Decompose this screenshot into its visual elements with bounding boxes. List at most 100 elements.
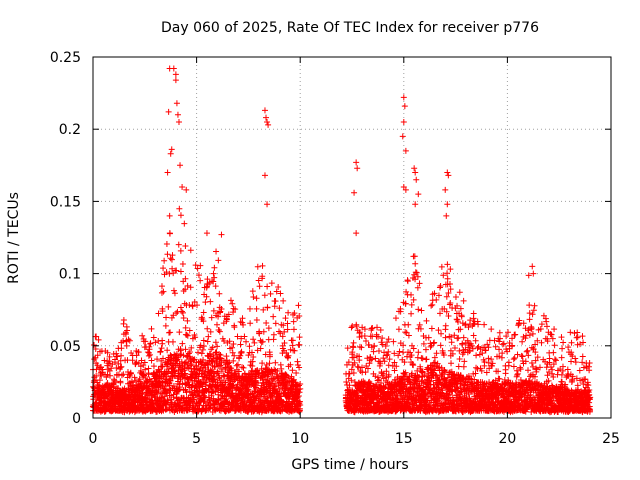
data-point-marker — [186, 327, 193, 334]
data-point-marker — [259, 360, 266, 367]
data-point-marker — [184, 332, 191, 339]
data-point-marker — [94, 362, 101, 369]
data-point-marker — [164, 347, 171, 354]
data-point-marker — [155, 310, 162, 317]
data-point-marker — [152, 393, 159, 400]
data-point-marker — [167, 377, 174, 384]
data-point-marker — [295, 302, 302, 309]
data-point-marker — [204, 338, 211, 345]
data-point-marker — [182, 275, 189, 282]
data-point-marker — [250, 354, 257, 361]
data-point-marker — [212, 388, 219, 395]
data-point-marker — [344, 345, 351, 352]
data-point-marker — [237, 352, 244, 359]
data-point-marker — [269, 370, 276, 377]
data-point-marker — [280, 297, 287, 304]
data-point-marker — [231, 324, 238, 331]
data-point-marker — [157, 348, 164, 355]
data-point-marker — [177, 304, 184, 311]
data-point-marker — [276, 305, 283, 312]
data-point-marker — [215, 313, 222, 320]
data-point-marker — [289, 342, 296, 349]
data-point-marker — [289, 367, 296, 374]
data-point-marker — [256, 283, 263, 290]
data-point-marker — [101, 357, 108, 364]
data-point-marker — [280, 399, 287, 406]
data-point-marker — [291, 310, 298, 317]
data-point-marker — [198, 350, 205, 357]
data-point-marker — [218, 368, 225, 375]
data-point-marker — [256, 370, 263, 377]
data-point-marker — [210, 270, 217, 277]
data-point-marker — [284, 320, 291, 327]
data-point-marker — [135, 360, 142, 367]
data-point-marker — [252, 384, 259, 391]
data-point-marker — [267, 380, 274, 387]
data-point-marker — [281, 328, 288, 335]
data-point-marker — [177, 376, 184, 383]
data-point-marker — [93, 333, 100, 340]
data-point-marker — [349, 349, 356, 356]
data-point-marker — [120, 371, 127, 378]
data-point-marker — [212, 283, 219, 290]
data-point-marker — [177, 212, 184, 219]
data-point-marker — [171, 400, 178, 407]
data-point-marker — [146, 376, 153, 383]
data-point-marker — [267, 290, 274, 297]
data-point-marker — [253, 305, 260, 312]
data-point-marker — [265, 325, 272, 332]
data-point-marker — [135, 349, 142, 356]
data-point-marker — [117, 364, 124, 371]
data-point-marker — [133, 352, 140, 359]
data-point-marker — [270, 313, 277, 320]
data-point-marker — [160, 265, 167, 272]
data-point-marker — [274, 367, 281, 374]
data-point-marker — [106, 353, 113, 360]
data-point-marker — [261, 292, 268, 299]
data-point-marker — [94, 352, 101, 359]
data-point-marker — [200, 309, 207, 316]
data-point-marker — [259, 273, 266, 280]
data-point-marker — [177, 247, 184, 254]
data-point-marker — [287, 346, 294, 353]
data-point-marker — [250, 336, 257, 343]
data-point-marker — [178, 308, 185, 315]
data-point-marker — [103, 374, 110, 381]
data-point-marker — [164, 370, 171, 377]
data-point-marker — [227, 297, 234, 304]
data-point-marker — [245, 386, 252, 393]
data-point-marker — [206, 397, 213, 404]
data-point-marker — [191, 356, 198, 363]
data-point-marker — [213, 321, 220, 328]
data-point-marker — [210, 278, 217, 285]
data-point-marker — [175, 241, 182, 248]
data-point-marker — [146, 346, 153, 353]
data-point-marker — [272, 359, 279, 366]
data-point-marker — [171, 351, 178, 358]
data-point-marker — [182, 370, 189, 377]
data-point-marker — [275, 374, 282, 381]
data-point-marker — [263, 319, 270, 326]
data-point-marker — [284, 326, 291, 333]
data-point-marker — [195, 272, 202, 279]
data-point-marker — [183, 389, 190, 396]
data-point-marker — [91, 356, 98, 363]
data-point-marker — [210, 307, 217, 314]
data-point-marker — [297, 401, 304, 408]
data-point-marker — [343, 379, 350, 386]
data-point-marker — [287, 361, 294, 368]
data-point-marker — [221, 337, 228, 344]
data-point-marker — [345, 359, 352, 366]
data-point-marker — [138, 357, 145, 364]
data-point-marker — [254, 347, 261, 354]
data-point-marker — [126, 337, 133, 344]
data-point-marker — [297, 385, 304, 392]
data-point-marker — [266, 360, 273, 367]
data-point-marker — [157, 398, 164, 405]
data-point-marker — [264, 283, 271, 290]
data-point-marker — [207, 298, 214, 305]
data-point-marker — [296, 364, 303, 371]
data-point-marker — [125, 336, 132, 343]
data-point-marker — [166, 230, 173, 237]
